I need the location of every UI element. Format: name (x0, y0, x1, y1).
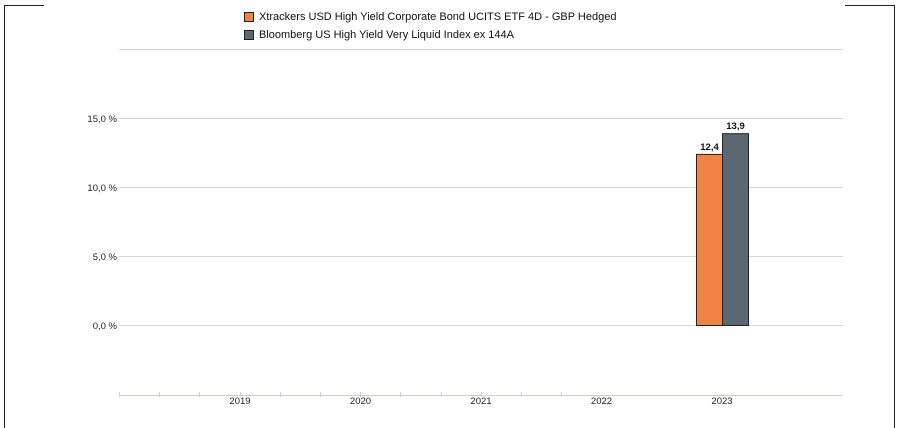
bar-data-labels: 12,4 13,9 (700, 121, 745, 153)
legend-swatch-index (244, 30, 254, 40)
legend-item[interactable]: Xtrackers USD High Yield Corporate Bond … (244, 8, 616, 26)
legend-label-fund: Xtrackers USD High Yield Corporate Bond … (259, 11, 617, 23)
x-tick-label: 2022 (591, 396, 612, 407)
bars (696, 133, 749, 326)
bar[interactable] (722, 133, 749, 326)
legend-swatch-fund (244, 12, 254, 22)
legend-item[interactable]: Bloomberg US High Yield Very Liquid Inde… (244, 26, 616, 44)
x-axis: 2019 2020 2021 2022 2023 (119, 392, 843, 407)
y-axis-ticks: 0,0 % 5,0 % 10,0 % 15,0 % (87, 114, 117, 332)
legend: Xtrackers USD High Yield Corporate Bond … (244, 8, 616, 44)
x-tick-label: 2021 (470, 396, 491, 407)
bar-data-label: 12,4 (700, 142, 719, 153)
y-tick-label: 10,0 % (87, 183, 117, 194)
x-tick-label: 2019 (229, 396, 250, 407)
y-tick-label: 15,0 % (87, 114, 117, 125)
bar[interactable] (696, 153, 723, 326)
bar-data-label: 13,9 (726, 121, 745, 132)
x-tick-label: 2020 (350, 396, 371, 407)
x-tick-label: 2023 (711, 396, 732, 407)
y-tick-label: 0,0 % (93, 321, 118, 332)
y-tick-label: 5,0 % (93, 252, 118, 263)
legend-label-index: Bloomberg US High Yield Very Liquid Inde… (259, 29, 514, 41)
